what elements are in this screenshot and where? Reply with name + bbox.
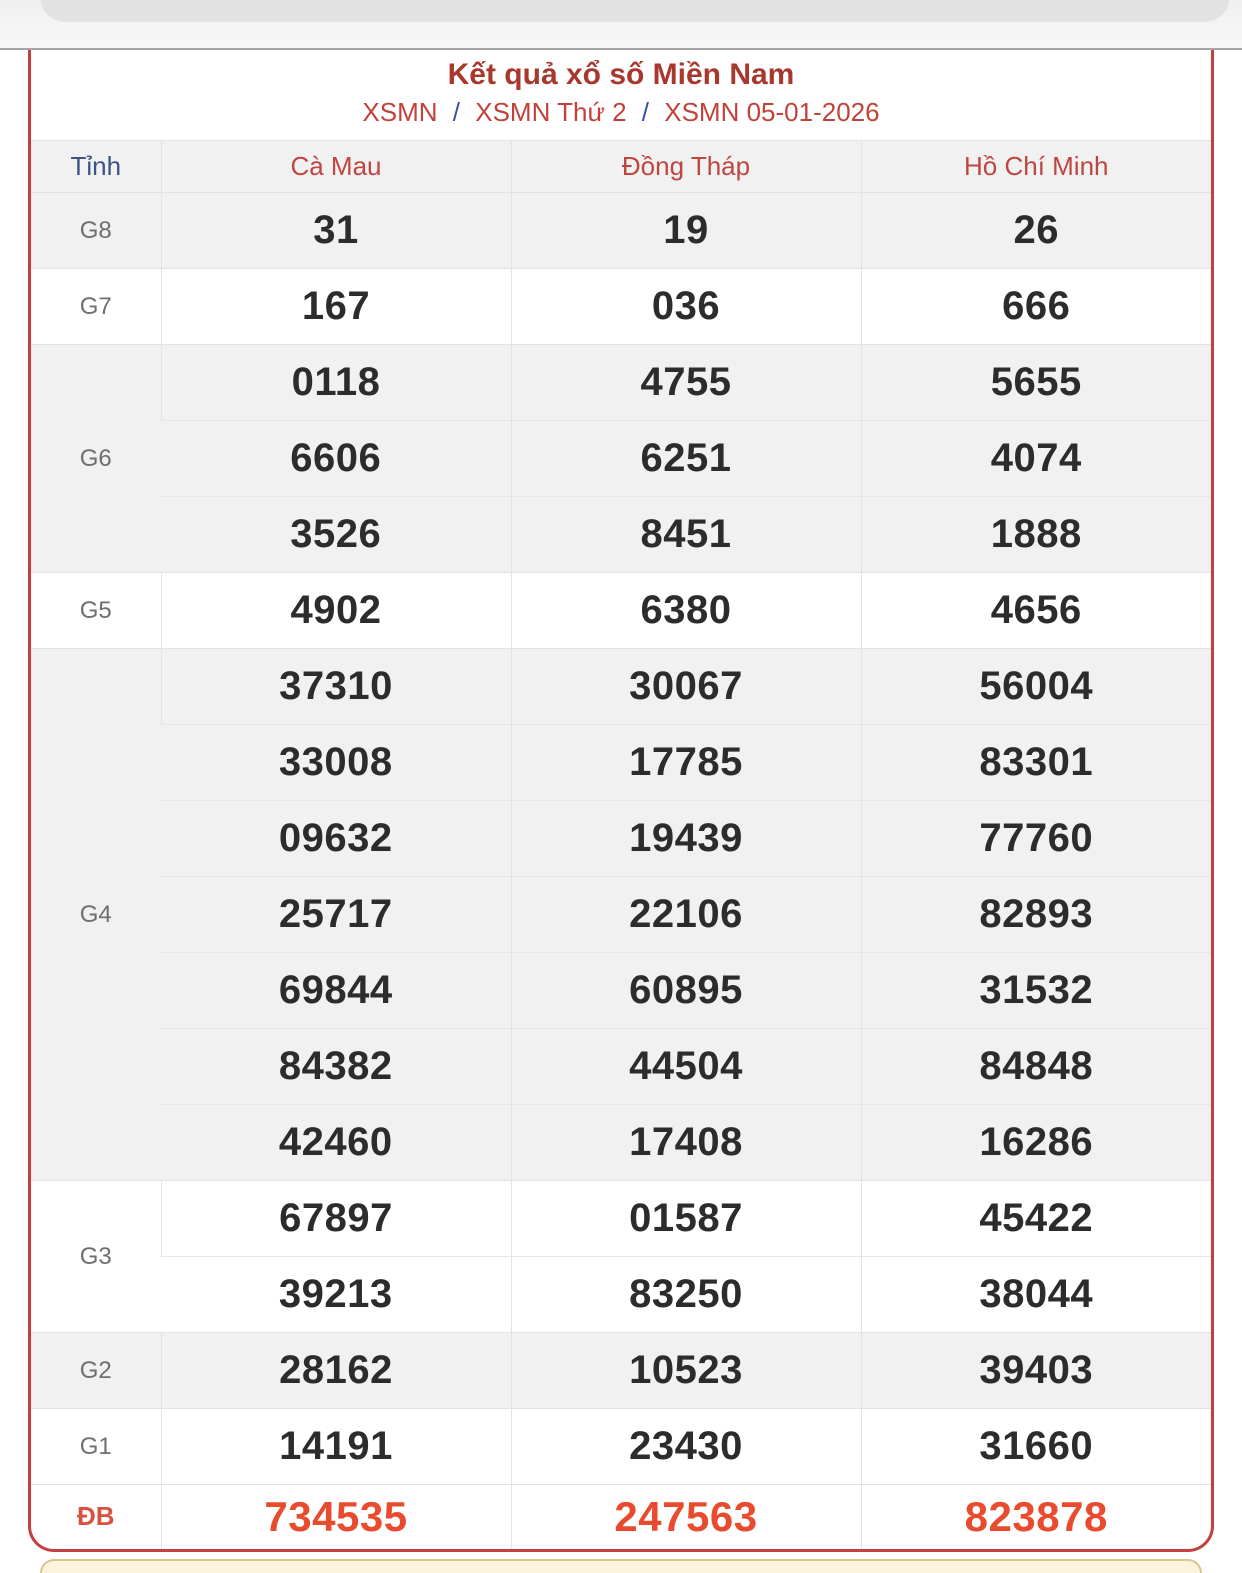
prize-row-G4-2: 33008 17785 83301	[31, 724, 1211, 801]
next-section-edge	[40, 1558, 1202, 1573]
prize-value: 69844	[161, 952, 511, 1029]
prize-label: G1	[31, 1408, 161, 1485]
prize-value: 77760	[860, 800, 1211, 877]
prize-value: 17785	[510, 724, 861, 801]
prize-row-G7: G7 167 036 666	[31, 268, 1211, 345]
prize-value: 38044	[860, 1256, 1211, 1333]
breadcrumb-separator: /	[641, 97, 650, 127]
results-table: Tỉnh Cà Mau Đồng Tháp Hồ Chí Minh G8 31 19…	[31, 140, 1211, 1549]
prize-label: ĐB	[31, 1484, 161, 1549]
prize-value: 4755	[510, 344, 861, 421]
prize-row-G1: G1 14191 23430 31660	[31, 1408, 1211, 1485]
breadcrumb-link-xsmn[interactable]: XSMN	[362, 97, 438, 127]
prize-row-G5: G5 4902 6380 4656	[31, 572, 1211, 649]
prize-value: 39213	[161, 1256, 511, 1333]
prize-value: 01587	[510, 1180, 861, 1257]
prize-value: 67897	[160, 1180, 511, 1257]
prize-value: 4656	[860, 572, 1211, 649]
prize-label: G6	[31, 344, 161, 573]
prize-row-G4-5: 69844 60895 31532	[31, 952, 1211, 1029]
prize-value: 036	[510, 268, 861, 345]
prize-value: 60895	[510, 952, 861, 1029]
prize-row-G4-4: 25717 22106 82893	[31, 876, 1211, 953]
prize-value: 6251	[510, 420, 861, 497]
prize-value: 09632	[161, 800, 511, 877]
prize-row-G4-6: 84382 44504 84848	[31, 1028, 1211, 1105]
prize-row-G3-2: 39213 83250 38044	[31, 1256, 1211, 1333]
prize-value: 84848	[860, 1028, 1211, 1105]
prize-label: G7	[31, 268, 161, 345]
prize-label: G3	[31, 1180, 161, 1333]
prize-value: 14191	[160, 1408, 511, 1485]
province-header-ca-mau[interactable]: Cà Mau	[160, 140, 511, 193]
table-header-row: Tỉnh Cà Mau Đồng Tháp Hồ Chí Minh	[31, 140, 1211, 193]
province-column-header: Tỉnh	[31, 140, 161, 193]
prize-value: 37310	[160, 648, 511, 725]
prize-value: 83250	[510, 1256, 861, 1333]
prize-value: 25717	[161, 876, 511, 953]
prize-value: 247563	[510, 1484, 861, 1549]
prize-label: G2	[31, 1332, 161, 1409]
page-title: Kết quả xổ số Miền Nam	[447, 58, 795, 91]
prize-value: 10523	[510, 1332, 861, 1409]
prize-value: 45422	[860, 1180, 1211, 1257]
prize-row-G6-1: G6 0118 4755 5655	[31, 344, 1211, 573]
prize-value: 734535	[160, 1484, 511, 1549]
prize-value: 31	[160, 192, 511, 269]
prize-value: 23430	[510, 1408, 861, 1485]
breadcrumb: XSMN / XSMN Thứ 2 / XSMN 05-01-2026	[31, 94, 1211, 130]
prize-value: 4074	[860, 420, 1211, 497]
prize-value: 1888	[860, 496, 1211, 573]
prize-row-G6-3: 3526 8451 1888	[31, 496, 1211, 573]
lottery-results-card: Kết quả xổ số Miền Nam XSMN / XSMN Thứ 2…	[28, 50, 1214, 1552]
prize-value: 26	[860, 192, 1211, 269]
prize-value: 31660	[860, 1408, 1211, 1485]
breadcrumb-separator: /	[452, 97, 460, 127]
prize-value: 4902	[160, 572, 511, 649]
prize-row-G3-1: G3 67897 01587 45422	[31, 1180, 1211, 1333]
prize-value: 82893	[860, 876, 1211, 953]
province-header-dong-thap[interactable]: Đồng Tháp	[510, 140, 861, 193]
prize-value: 30067	[510, 648, 861, 725]
prize-value: 39403	[860, 1332, 1211, 1409]
prize-value: 666	[860, 268, 1211, 345]
prize-value: 33008	[161, 724, 511, 801]
prize-row-G4-7: 42460 17408 16286	[31, 1104, 1211, 1181]
prize-value: 31532	[860, 952, 1211, 1029]
prize-value: 84382	[161, 1028, 511, 1105]
prize-row-ĐB: ĐB 734535 247563 823878	[31, 1484, 1211, 1549]
prize-label: G8	[31, 192, 161, 269]
prize-label: G4	[31, 648, 161, 1181]
prize-row-G2: G2 28162 10523 39403	[31, 1332, 1211, 1409]
breadcrumb-link-xsmn-thu2[interactable]: XSMN Thứ 2	[475, 97, 627, 127]
prize-value: 5655	[860, 344, 1211, 421]
prize-value: 28162	[160, 1332, 511, 1409]
prize-value: 6606	[161, 420, 511, 497]
prize-value: 823878	[860, 1484, 1211, 1549]
sheet-handle	[40, 0, 1230, 22]
prize-value: 17408	[510, 1104, 861, 1181]
prize-value: 8451	[510, 496, 861, 573]
prize-row-G4-1: G4 37310 30067 56004	[31, 648, 1211, 1181]
prize-value: 167	[160, 268, 511, 345]
prize-value: 19439	[510, 800, 861, 877]
prize-row-G4-3: 09632 19439 77760	[31, 800, 1211, 877]
province-header-ho-chi-minh[interactable]: Hồ Chí Minh	[860, 140, 1211, 193]
top-sheet-edge	[0, 0, 1242, 50]
prize-row-G8: G8 31 19 26	[31, 192, 1211, 269]
results-tbody: G8 31 19 26 G7 167 036 666 G6 0118 4755 5655 6606 625…	[31, 192, 1211, 1549]
breadcrumb-link-xsmn-date[interactable]: XSMN 05-01-2026	[664, 97, 880, 127]
prize-value: 22106	[510, 876, 861, 953]
prize-value: 6380	[510, 572, 861, 649]
prize-value: 83301	[860, 724, 1211, 801]
prize-value: 44504	[510, 1028, 861, 1105]
prize-value: 0118	[160, 344, 511, 421]
prize-value: 42460	[161, 1104, 511, 1181]
prize-row-G6-2: 6606 6251 4074	[31, 420, 1211, 497]
prize-value: 56004	[860, 648, 1211, 725]
prize-value: 3526	[161, 496, 511, 573]
prize-value: 19	[510, 192, 861, 269]
prize-label: G5	[31, 572, 161, 649]
prize-value: 16286	[860, 1104, 1211, 1181]
